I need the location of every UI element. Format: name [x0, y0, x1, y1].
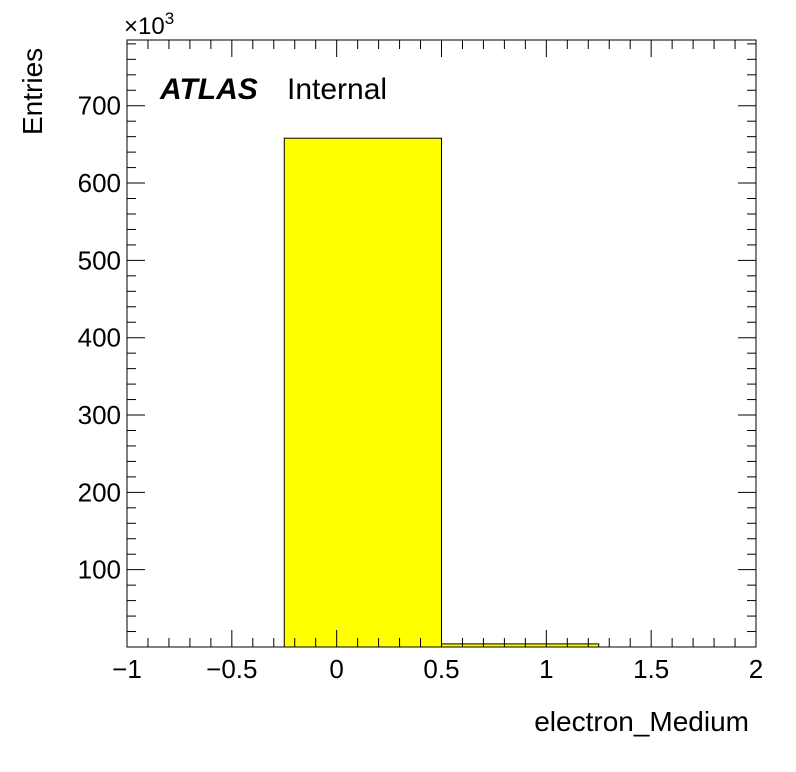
y-multiplier: ×103	[124, 9, 174, 40]
x-tick-label: −0.5	[206, 654, 257, 684]
x-tick-label: 1.5	[633, 654, 669, 684]
y-tick-label: 700	[78, 91, 121, 121]
y-tick-label: 200	[78, 477, 121, 507]
y-tick-label: 400	[78, 323, 121, 353]
y-multiplier-exponent: 3	[165, 9, 174, 28]
bars-group	[283, 137, 600, 648]
y-axis-label: Entries	[17, 48, 48, 135]
atlas-status-label: Internal	[287, 73, 387, 106]
atlas-label: ATLAS	[159, 73, 258, 106]
tick-labels-group: −1 −0.5 0 0.5 1 1.5 2 100 200 300 400 500 600 700	[78, 91, 764, 684]
histogram-bar-0	[283, 137, 442, 648]
x-tick-label: 2	[749, 654, 763, 684]
ticks-group	[126, 40, 757, 647]
x-tick-label: 0	[329, 654, 343, 684]
x-tick-label: 1	[539, 654, 553, 684]
y-tick-label: 300	[78, 400, 121, 430]
y-tick-label: 100	[78, 555, 121, 585]
x-tick-label: −1	[112, 654, 142, 684]
y-tick-label: 500	[78, 245, 121, 275]
y-tick-label: 600	[78, 168, 121, 198]
x-tick-label: 0.5	[423, 654, 459, 684]
x-axis-label: electron_Medium	[534, 706, 749, 737]
